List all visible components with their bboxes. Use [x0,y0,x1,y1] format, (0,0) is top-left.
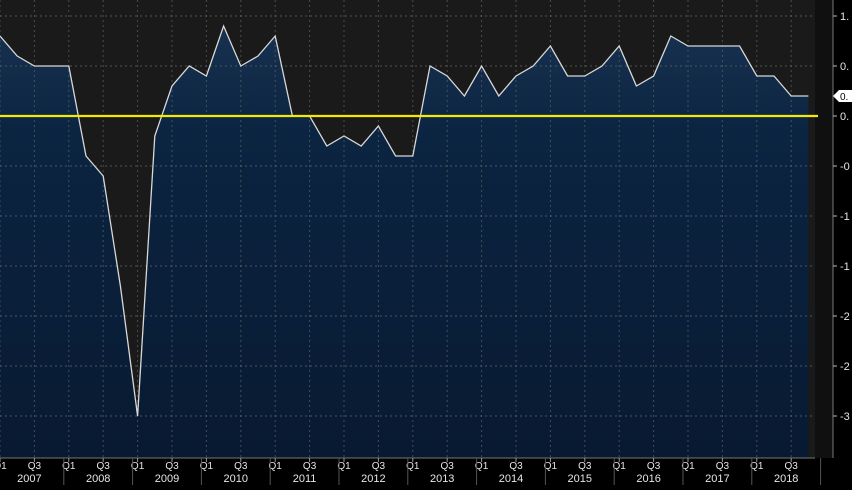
x-quarter-label: Q1 [269,461,283,472]
y-tick-label: -1 [840,211,850,223]
y-tick-label: -3 [840,411,850,423]
x-quarter-label: Q3 [234,461,248,472]
x-year-label: 2016 [636,473,660,485]
x-year-label: 2010 [224,473,248,485]
x-quarter-label: Q3 [509,461,523,472]
x-year-label: 2012 [361,473,385,485]
x-quarter-label: Q1 [62,461,76,472]
last-value-label: 0. [840,92,848,103]
last-value-marker [833,90,852,102]
y-tick-label: -0 [840,161,850,173]
x-quarter-label: Q3 [97,461,111,472]
x-quarter-label: Q3 [303,461,317,472]
x-quarter-label: Q1 [613,461,627,472]
x-quarter-label: Q1 [337,461,351,472]
area-fill [0,26,809,458]
y-tick-label: -2 [840,311,850,323]
x-year-label: 2013 [430,473,454,485]
x-quarter-label: Q1 [750,461,764,472]
x-year-label: 2007 [17,473,41,485]
x-quarter-label: Q3 [785,461,799,472]
x-quarter-label: Q3 [578,461,592,472]
x-quarter-label: Q3 [165,461,179,472]
x-quarter-label: Q1 [544,461,558,472]
x-quarter-label: Q1 [406,461,420,472]
right-axis-strip [815,0,833,458]
x-quarter-label: Q3 [28,461,42,472]
series-line [0,24,809,417]
x-year-label: 2014 [499,473,523,485]
x-year-label: 2008 [86,473,110,485]
x-quarter-label: Q1 [0,461,7,472]
x-quarter-label: Q3 [441,461,455,472]
y-tick-label: 0. [840,61,849,73]
x-year-label: 2011 [293,473,317,485]
x-year-label: 2009 [155,473,179,485]
x-quarter-label: Q3 [716,461,730,472]
y-tick-label: 0. [840,111,849,123]
x-quarter-label: Q3 [372,461,386,472]
x-quarter-label: Q3 [647,461,661,472]
x-quarter-label: Q1 [681,461,695,472]
x-quarter-label: Q1 [131,461,145,472]
y-tick-label: -2 [840,361,850,373]
x-year-label: 2015 [568,473,592,485]
x-axis-band [0,458,852,485]
x-year-label: 2018 [774,473,798,485]
y-tick-label: 1. [840,11,849,23]
x-quarter-label: Q1 [200,461,214,472]
y-tick-label: -1 [840,261,850,273]
x-quarter-label: Q1 [475,461,489,472]
x-year-label: 2017 [705,473,729,485]
